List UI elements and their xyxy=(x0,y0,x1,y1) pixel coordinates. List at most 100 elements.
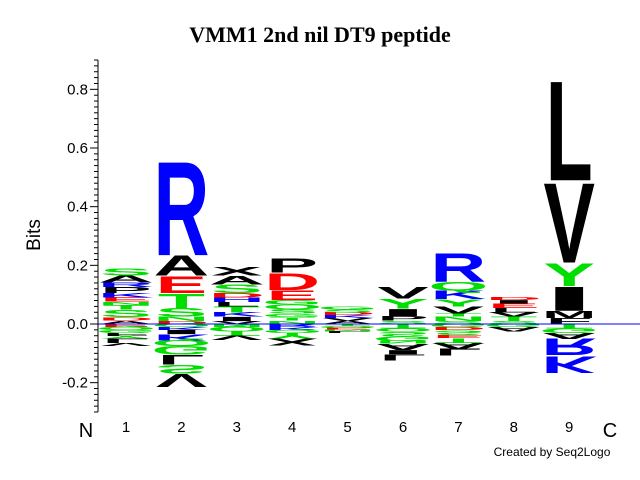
y-axis-label: Bits xyxy=(24,219,45,251)
residue-S: S xyxy=(377,320,428,325)
credit-text: Created by Seq2Logo xyxy=(494,445,611,459)
residue-Y: Y xyxy=(433,297,484,308)
residue-T: T xyxy=(102,304,149,311)
residue-T: T xyxy=(435,337,482,344)
residue-V: V xyxy=(211,334,263,341)
residue-K: K xyxy=(264,326,320,331)
residue-N: N xyxy=(264,320,320,325)
residue-L: L xyxy=(102,337,149,344)
residue-L: L xyxy=(546,52,593,211)
residue-Q: Q xyxy=(207,326,267,333)
residue-Q: Q xyxy=(373,327,433,332)
residue-R: R xyxy=(98,281,154,288)
residue-E: E xyxy=(488,302,539,309)
y-tick-label: 0.8 xyxy=(67,81,88,98)
residue-S: S xyxy=(100,308,151,319)
logo-glyphs: ADSTNEKPRASEQGFYLVDNSTEARQKIKQGLSVVIKTLH… xyxy=(96,52,599,390)
residue-Q: Q xyxy=(262,303,322,310)
residue-K: K xyxy=(431,288,487,302)
residue-T: T xyxy=(490,315,537,322)
residue-T: T xyxy=(324,323,371,326)
residue-R: R xyxy=(264,323,320,328)
chart-title: VMM1 2nd nil DT9 peptide xyxy=(189,22,451,47)
residue-H: H xyxy=(209,296,265,303)
residue-G: G xyxy=(428,323,488,328)
x-tick-label: 9 xyxy=(565,419,573,436)
residue-N: N xyxy=(98,301,154,306)
residue-I: I xyxy=(542,280,596,318)
residue-A: A xyxy=(320,320,376,325)
residue-K: K xyxy=(154,326,210,331)
residue-S: S xyxy=(266,308,317,315)
residue-S: S xyxy=(156,306,207,320)
residue-K: K xyxy=(154,332,210,341)
x-tick-label: 2 xyxy=(177,419,185,436)
residue-A: A xyxy=(98,273,154,284)
residue-V: V xyxy=(488,311,540,318)
residue-T: T xyxy=(213,305,260,314)
residue-T: T xyxy=(546,323,593,330)
residue-S: S xyxy=(322,309,373,314)
residue-N: N xyxy=(209,323,265,328)
residue-S: S xyxy=(211,282,262,296)
residue-G: G xyxy=(484,323,544,328)
residue-E: E xyxy=(322,327,373,330)
residue-T: T xyxy=(269,316,316,321)
residue-E: E xyxy=(100,323,151,328)
residue-V: V xyxy=(322,317,374,322)
y-tick-label: 0.4 xyxy=(67,199,88,216)
residue-L: L xyxy=(435,346,482,357)
residue-Y: Y xyxy=(266,331,317,340)
x-tick-label: 5 xyxy=(343,419,351,436)
residue-S: S xyxy=(488,320,539,325)
residue-V: V xyxy=(100,342,152,347)
residue-F: F xyxy=(102,332,149,337)
residue-D: D xyxy=(154,320,210,325)
residue-V: V xyxy=(543,159,594,287)
residue-S: S xyxy=(433,320,484,325)
residue-Q: Q xyxy=(262,329,322,334)
residue-S: S xyxy=(156,362,207,376)
residue-P: P xyxy=(266,254,317,277)
residue-L: L xyxy=(490,307,537,314)
x-axis: 1 2 3 4 5 6 7 8 9 xyxy=(122,419,574,436)
y-tick-label: 0.0 xyxy=(67,316,88,333)
residue-L: L xyxy=(379,353,426,362)
x-tick-label: 8 xyxy=(510,419,518,436)
residue-K: K xyxy=(209,311,265,318)
residue-E: E xyxy=(156,271,207,298)
residue-Q: Q xyxy=(428,279,488,293)
residue-P: P xyxy=(377,315,428,322)
residue-G: G xyxy=(151,343,211,357)
x-tick-label: 7 xyxy=(454,419,462,436)
residue-Q: Q xyxy=(151,338,211,347)
residue-T: T xyxy=(435,313,482,318)
residue-Q: Q xyxy=(96,326,156,331)
n-terminus-label: N xyxy=(79,420,93,442)
residue-A: A xyxy=(375,342,431,351)
x-tick-label: 6 xyxy=(399,419,407,436)
residue-N: N xyxy=(154,315,210,322)
residue-K: K xyxy=(98,292,154,299)
residue-Y: Y xyxy=(100,335,151,340)
residue-G: G xyxy=(96,329,156,334)
residue-Q: Q xyxy=(151,323,211,328)
residue-L: L xyxy=(324,331,371,334)
y-tick-label: 0.2 xyxy=(67,257,88,274)
residue-N: N xyxy=(320,329,376,332)
y-tick-label: 0.6 xyxy=(67,140,88,157)
residue-M: M xyxy=(542,309,596,320)
residue-N: N xyxy=(431,315,487,322)
residue-D: D xyxy=(486,296,542,301)
residue-A: A xyxy=(486,326,542,333)
residue-I: I xyxy=(376,307,430,318)
residue-D: D xyxy=(209,292,265,299)
residue-P: P xyxy=(100,285,151,294)
x-tick-label: 4 xyxy=(288,419,296,436)
residue-I: I xyxy=(155,329,209,336)
residue-A: A xyxy=(431,341,487,350)
residue-F: F xyxy=(546,317,593,326)
residue-A: A xyxy=(209,273,265,287)
residue-Q: Q xyxy=(318,325,378,328)
y-tick-label: -0.2 xyxy=(62,375,88,392)
